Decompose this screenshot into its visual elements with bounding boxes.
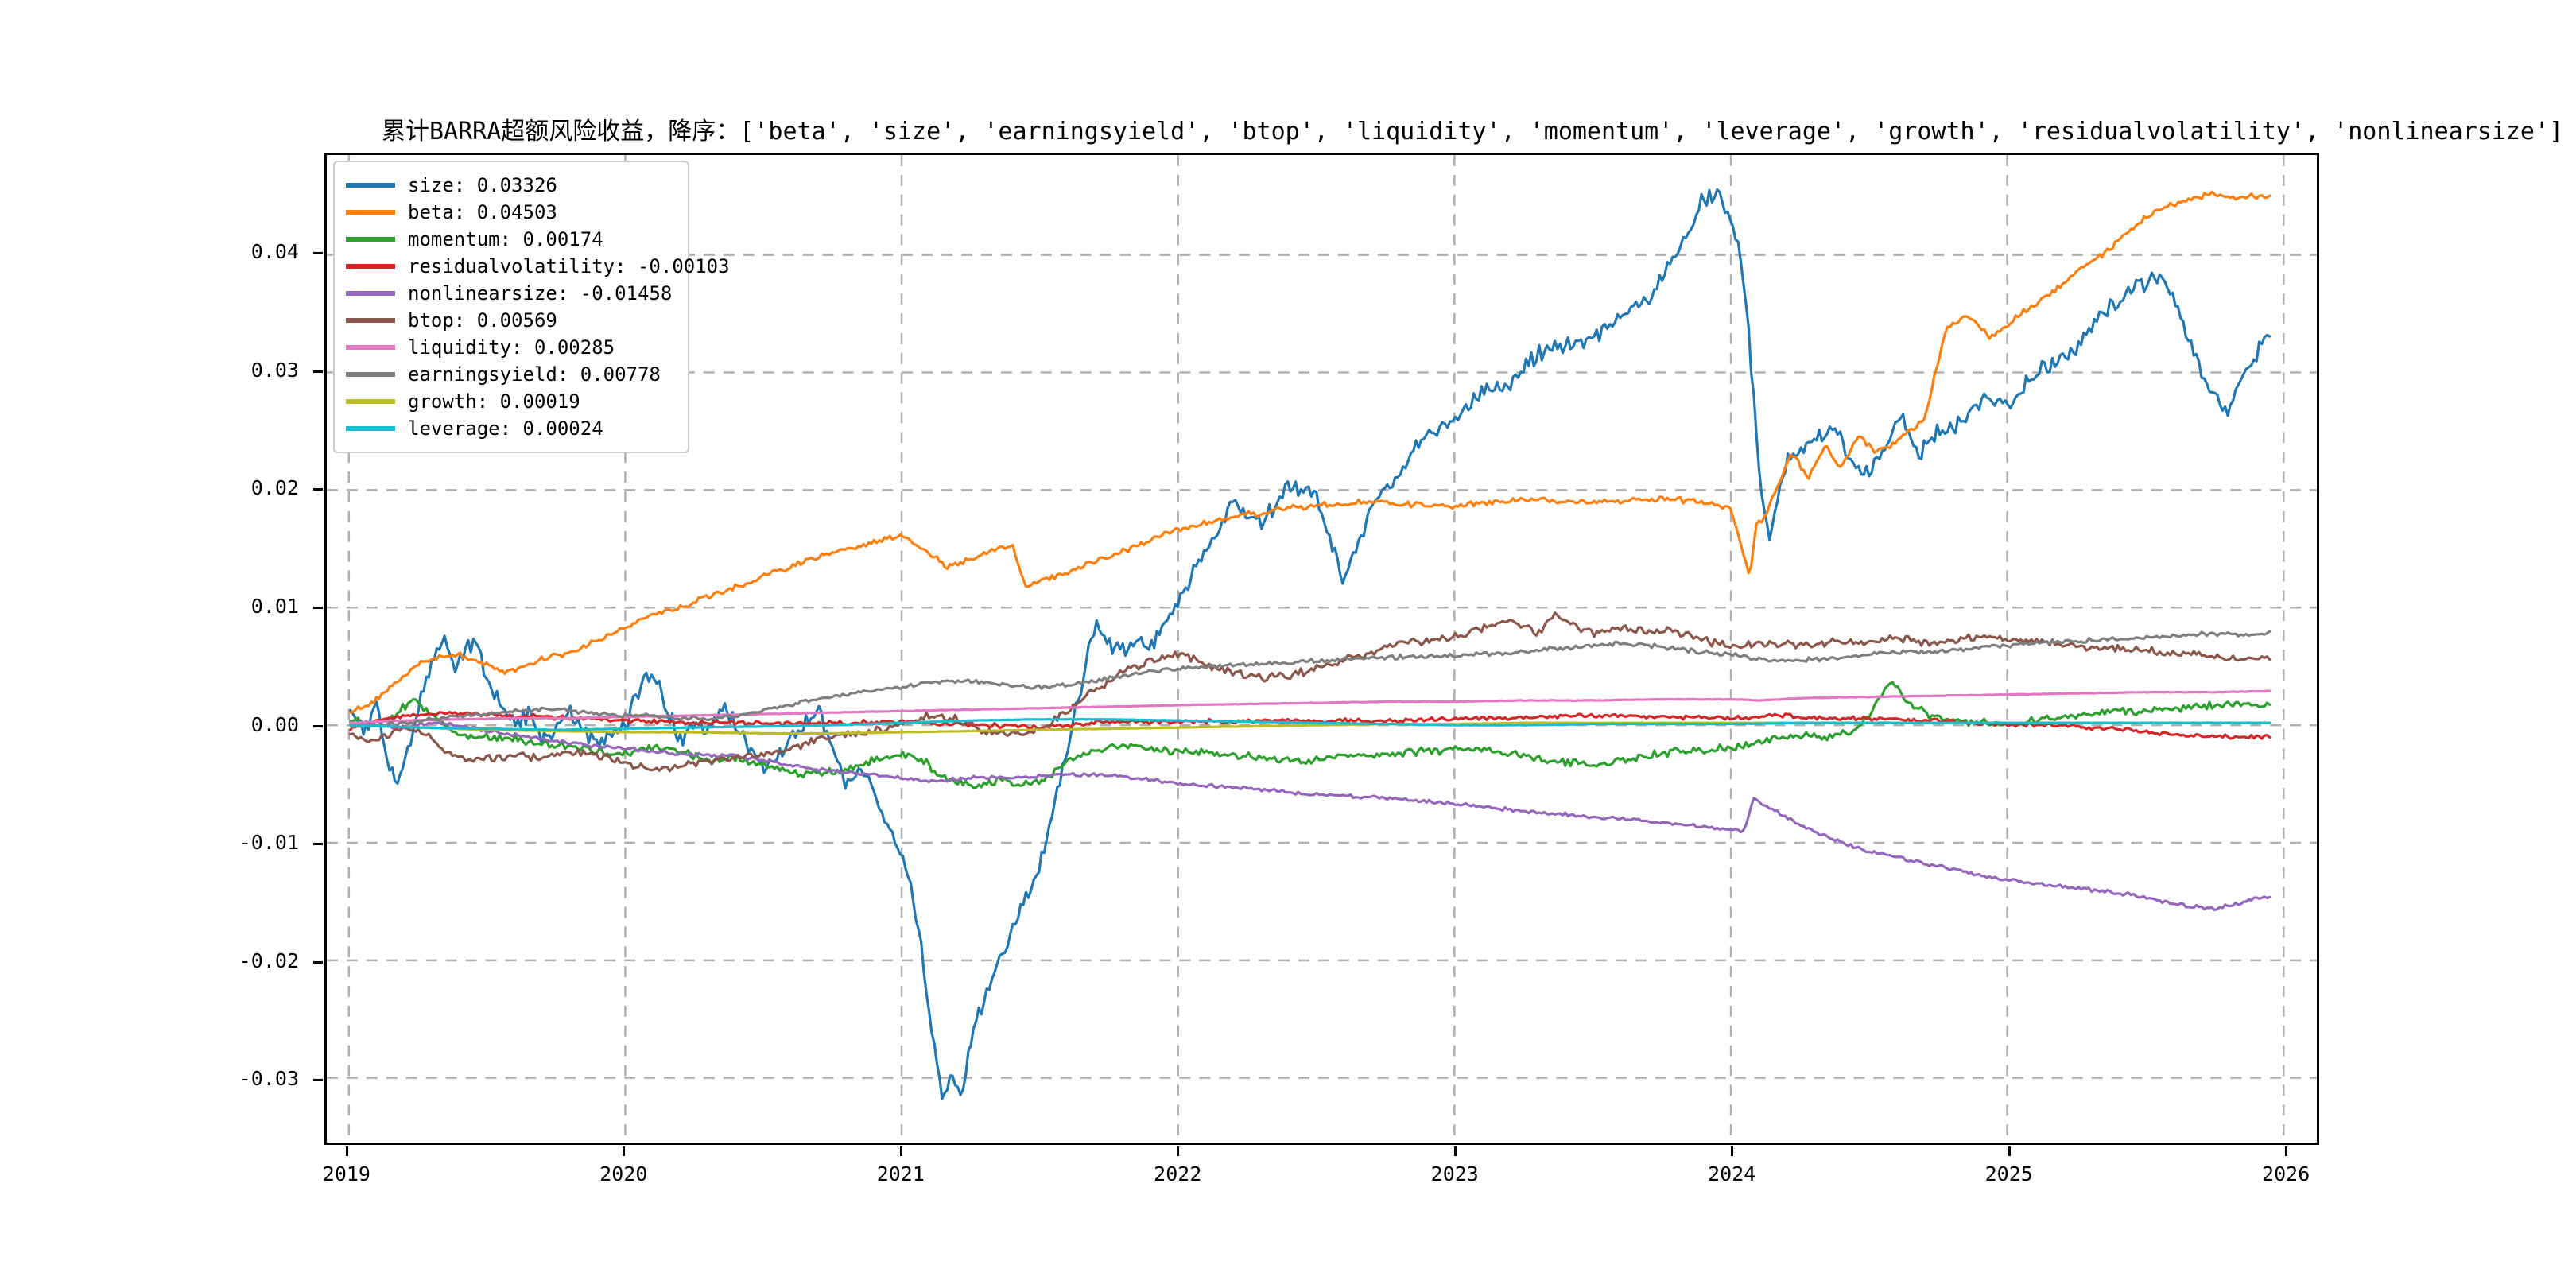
y-axis-tick-mark: [313, 960, 323, 964]
series-line-nonlinearsize: [349, 721, 2271, 912]
legend-item-label: nonlinearsize: -0.01458: [408, 282, 673, 305]
legend-color-swatch: [346, 426, 395, 431]
legend-item-liquidity[interactable]: liquidity: 0.00285: [346, 334, 677, 361]
legend-item-beta[interactable]: beta: 0.04503: [346, 199, 677, 226]
series-line-leverage: [349, 717, 2271, 731]
legend-item-label: size: 0.03326: [408, 174, 557, 196]
y-axis-tick-mark: [313, 488, 323, 491]
series-line-residualvolatility: [349, 710, 2271, 740]
y-axis-tick-mark: [313, 370, 323, 373]
x-axis-tick-label: 2023: [1430, 1162, 1479, 1185]
legend-item-label: residualvolatility: -0.00103: [408, 255, 730, 277]
y-axis-tick-mark: [313, 252, 323, 255]
x-axis-tick-mark: [899, 1146, 902, 1156]
y-axis-tick-mark: [313, 607, 323, 609]
y-axis-tick-label: 0.01: [250, 595, 299, 618]
legend-color-swatch: [346, 264, 395, 269]
x-axis-tick-mark: [2285, 1146, 2288, 1156]
y-axis-tick-label: 0.03: [250, 358, 299, 382]
legend-item-label: momentum: 0.00174: [408, 228, 603, 250]
x-axis-tick-mark: [623, 1146, 626, 1156]
legend-item-momentum[interactable]: momentum: 0.00174: [346, 226, 677, 253]
legend-color-swatch: [346, 318, 395, 323]
legend: size: 0.03326 beta: 0.04503 momentum: 0.00…: [333, 161, 730, 453]
y-axis-tick-label: -0.02: [239, 949, 299, 972]
x-axis-tick-mark: [2008, 1146, 2011, 1156]
legend-item-label: leverage: 0.00024: [408, 417, 603, 440]
legend-item-label: growth: 0.00019: [408, 390, 580, 413]
legend-item-btop[interactable]: btop: 0.00569: [346, 307, 677, 334]
legend-color-swatch: [346, 372, 395, 377]
y-axis-tick-label: 0.00: [250, 712, 299, 736]
legend-color-swatch: [346, 345, 395, 350]
legend-item-label: btop: 0.00569: [408, 309, 557, 332]
y-axis-tick-mark: [313, 724, 323, 727]
y-axis-tick-mark: [313, 843, 323, 846]
y-axis-tick-label: -0.01: [239, 831, 299, 855]
legend-item-residualvolatility[interactable]: residualvolatility: -0.00103: [346, 253, 730, 280]
legend-color-swatch: [346, 210, 395, 215]
plot-svg: [327, 155, 2317, 1143]
legend-color-swatch: [346, 183, 395, 188]
y-axis-tick-label: -0.03: [239, 1067, 299, 1091]
legend-item-size[interactable]: size: 0.03326: [346, 172, 677, 199]
x-axis-tick-label: 2025: [1984, 1162, 2033, 1185]
legend-item-leverage[interactable]: leverage: 0.00024: [346, 415, 677, 442]
series-line-btop: [349, 611, 2271, 773]
x-axis-tick-label: 2026: [2262, 1162, 2310, 1185]
y-axis-tick-mark: [313, 1079, 323, 1082]
x-axis-tick-label: 2021: [876, 1162, 925, 1185]
legend-item-earningsyield[interactable]: earningsyield: 0.00778: [346, 361, 677, 388]
legend-item-growth[interactable]: growth: 0.00019: [346, 388, 677, 415]
series-line-earningsyield: [349, 630, 2271, 730]
x-axis-tick-mark: [1731, 1146, 1734, 1156]
legend-item-nonlinearsize[interactable]: nonlinearsize: -0.01458: [346, 280, 677, 307]
x-axis-tick-mark: [345, 1146, 348, 1156]
legend-color-swatch: [346, 237, 395, 242]
page-title: 累计BARRA超额风险收益，降序：['beta', 'size', 'earni…: [382, 118, 2564, 145]
x-axis-tick-label: 2020: [599, 1162, 648, 1185]
y-axis-tick-label: 0.02: [250, 476, 299, 500]
legend-color-swatch: [346, 399, 395, 404]
x-axis-tick-label: 2024: [1708, 1162, 1756, 1185]
legend-color-swatch: [346, 291, 395, 296]
x-axis-tick-label: 2019: [322, 1162, 370, 1185]
series-line-beta: [349, 190, 2271, 714]
legend-item-label: beta: 0.04503: [408, 201, 557, 223]
legend-item-label: earningsyield: 0.00778: [408, 363, 661, 386]
x-axis-tick-mark: [1177, 1146, 1180, 1156]
x-axis-tick-label: 2022: [1154, 1162, 1202, 1185]
y-axis-tick-label: 0.04: [250, 240, 299, 264]
legend-item-label: liquidity: 0.00285: [408, 336, 615, 359]
x-axis-tick-mark: [1453, 1146, 1457, 1156]
